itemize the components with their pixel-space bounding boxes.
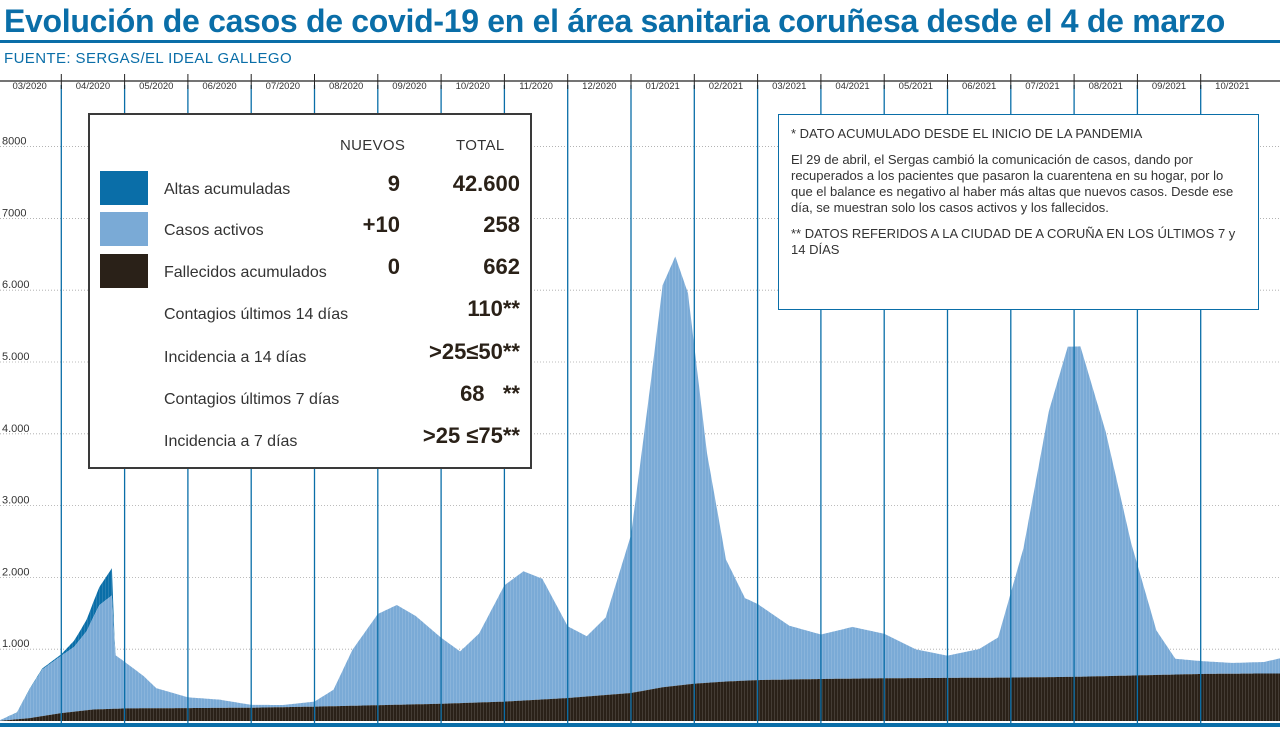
y-axis: 1.000 2.000 3.000 4.000 5.000 6.000 7000 8000: [2, 136, 30, 651]
legend-total-value: >25≤50**: [429, 339, 520, 364]
legend-total-value: 110**: [467, 296, 520, 321]
legend-new-value: +10: [362, 212, 400, 237]
series-fallecidos-acumulados: [0, 673, 1280, 721]
legend-row-contagios-14: Contagios últimos 14 días 110**: [90, 296, 530, 334]
note-cumulative: * DATO ACUMULADO DESDE EL INICIO DE LA P…: [791, 126, 1143, 141]
legend-label: Incidencia a 7 días: [164, 433, 298, 450]
legend-swatch-fallecidos: [100, 254, 148, 288]
legend-row-fallecidos: Fallecidos acumulados 0 662: [90, 254, 530, 292]
legend-label: Altas acumuladas: [164, 181, 291, 198]
x-tick-label: 04/2021: [835, 81, 869, 92]
x-axis: 03/2020 04/2020 05/2020 06/2020 07/2020 08/20…: [0, 74, 1280, 727]
legend-label: Contagios últimos 14 días: [164, 306, 349, 323]
legend-panel: NUEVOS TOTAL Altas acumuladas 9 42.600 C…: [88, 113, 532, 469]
y-tick-label: 6.000: [2, 279, 30, 291]
series-casos-activos: [0, 256, 1280, 721]
y-tick-label: 3.000: [2, 495, 30, 507]
legend-total-value: 662: [483, 254, 520, 279]
legend-row-incidencia-14: Incidencia a 14 días >25≤50**: [90, 339, 530, 377]
legend-row-altas: Altas acumuladas 9 42.600: [90, 171, 530, 209]
x-tick-label: 04/2020: [76, 81, 110, 92]
y-tick-label: 1.000: [2, 638, 30, 650]
legend-new-value: 0: [387, 254, 400, 279]
x-tick-label: 06/2021: [962, 81, 996, 92]
x-tick-label: 10/2021: [1215, 81, 1249, 92]
note-city-data: ** DATOS REFERIDOS A LA CIUDAD DE A CORU…: [791, 226, 1236, 257]
x-tick-label: 06/2020: [202, 81, 236, 92]
x-tick-label: 07/2021: [1025, 81, 1059, 92]
legend-swatch-activos: [100, 212, 148, 246]
x-tick-label: 03/2020: [12, 81, 46, 92]
title-underline: [0, 40, 1280, 43]
y-tick-label: 8000: [2, 136, 26, 148]
legend-swatch-altas: [100, 171, 148, 205]
legend-label: Casos activos: [164, 222, 264, 239]
x-tick-label: 08/2021: [1089, 81, 1123, 92]
legend-header-total: TOTAL: [456, 137, 505, 154]
x-tick-label: 10/2020: [456, 81, 490, 92]
y-tick-label: 4.000: [2, 423, 30, 435]
data-areas: [0, 240, 1280, 721]
x-tick-label: 02/2021: [709, 81, 743, 92]
x-tick-label: 09/2021: [1152, 81, 1186, 92]
legend-new-value: 9: [387, 171, 400, 196]
notes-panel: * DATO ACUMULADO DESDE EL INICIO DE LA P…: [778, 114, 1259, 310]
x-tick-label: 03/2021: [772, 81, 806, 92]
x-tick-label: 12/2020: [582, 81, 616, 92]
legend-row-incidencia-7: Incidencia a 7 días >25 ≤75**: [90, 423, 530, 461]
x-tick-label: 01/2021: [645, 81, 679, 92]
legend-total-value: 42.600: [452, 171, 520, 196]
note-sergas-change: El 29 de abril, el Sergas cambió la comu…: [791, 152, 1234, 215]
y-tick-label: 7000: [2, 207, 26, 219]
y-tick-label: 5.000: [2, 351, 30, 363]
x-tick-label: 11/2020: [519, 81, 553, 92]
x-tick-label: 05/2021: [899, 81, 933, 92]
legend-label: Incidencia a 14 días: [164, 349, 307, 366]
legend-row-contagios-7: Contagios últimos 7 días 68 **: [90, 381, 530, 419]
legend-total-value: >25 ≤75**: [422, 423, 520, 448]
legend-label: Contagios últimos 7 días: [164, 391, 340, 408]
legend-total-value: 68 **: [460, 381, 520, 406]
y-tick-label: 2.000: [2, 566, 30, 578]
x-tick-label: 09/2020: [392, 81, 426, 92]
legend-row-activos: Casos activos +10 258: [90, 212, 530, 250]
chart-title: Evolución de casos de covid-19 en el áre…: [4, 3, 1225, 39]
legend-label: Fallecidos acumulados: [164, 264, 327, 281]
legend-total-value: 258: [483, 212, 520, 237]
source-credit: FUENTE: SERGAS/EL IDEAL GALLEGO: [4, 50, 293, 67]
x-tick-label: 08/2020: [329, 81, 363, 92]
x-tick-label: 07/2020: [266, 81, 300, 92]
x-tick-label: 05/2020: [139, 81, 173, 92]
legend-header-new: NUEVOS: [340, 137, 406, 154]
